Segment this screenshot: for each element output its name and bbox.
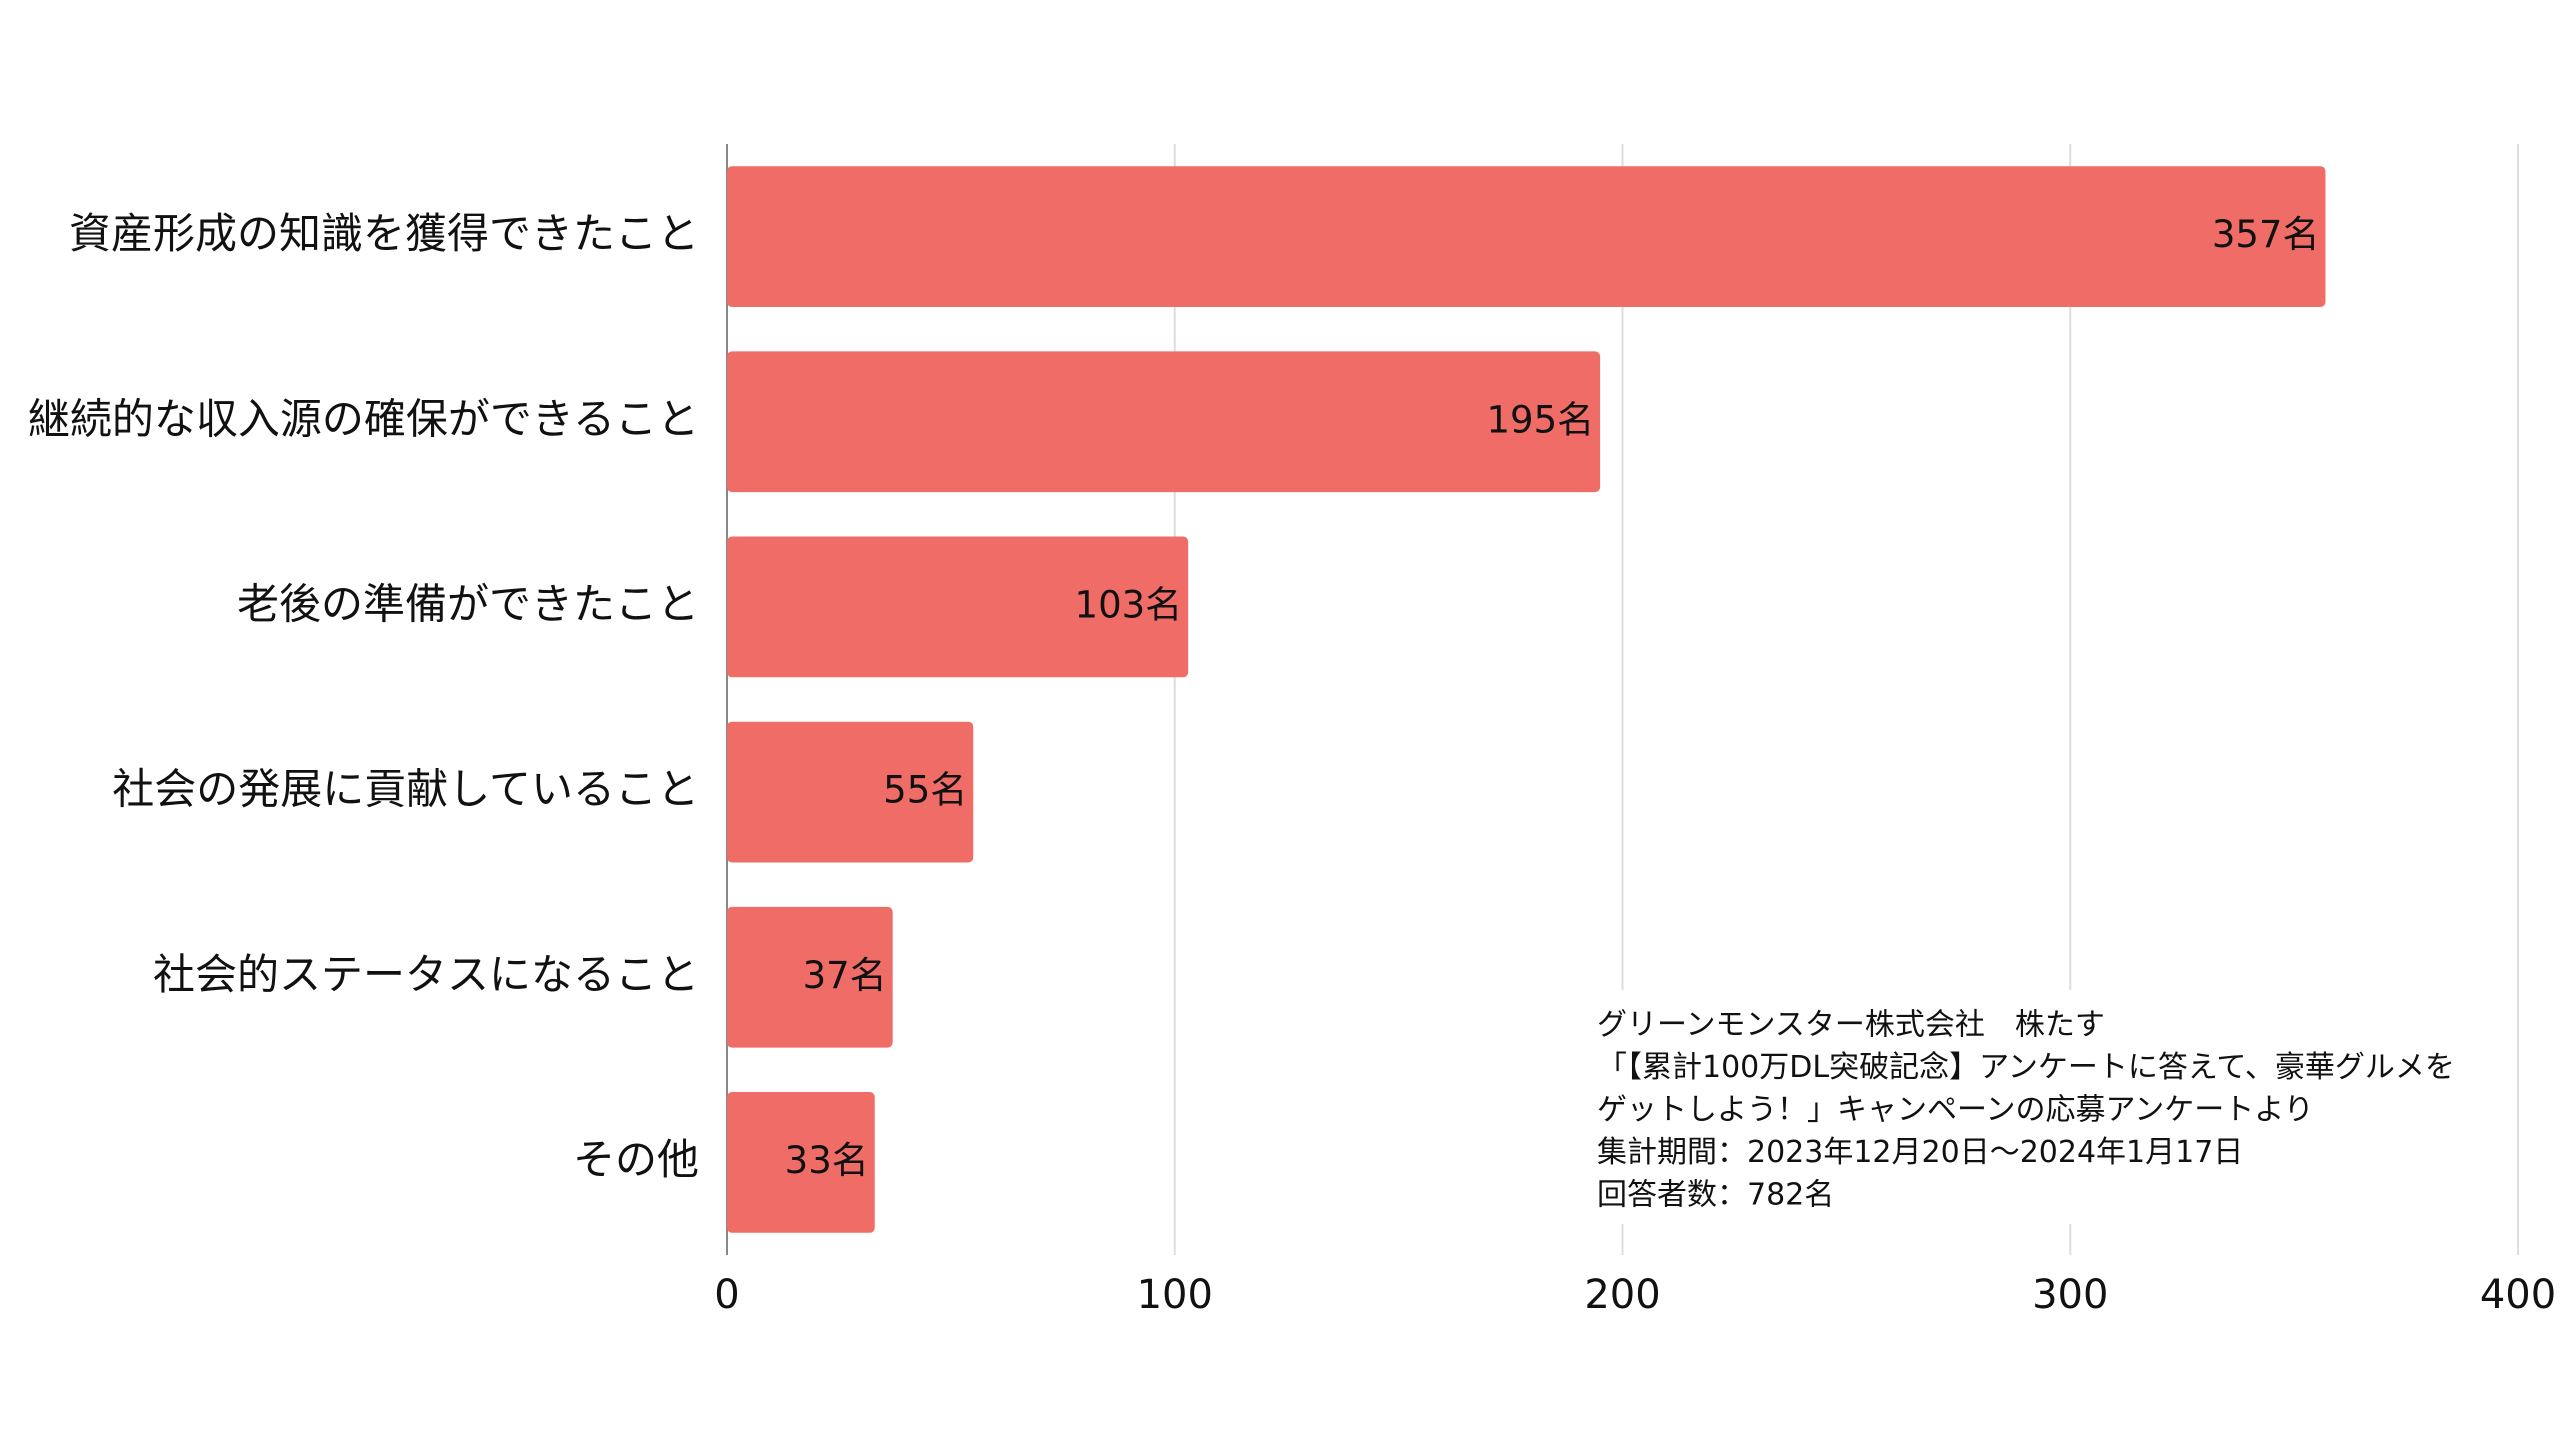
- value-label: 357名: [2212, 213, 2320, 256]
- annotation-line: 集計期間：2023年12月20日〜2024年1月17日: [1597, 1135, 2243, 1170]
- y-tick-label: 社会的ステータスになること: [153, 950, 699, 999]
- annotation-line: ゲットしよう！」キャンペーンの応募アンケートより: [1597, 1093, 2314, 1128]
- bar: [727, 721, 974, 863]
- bar: [727, 351, 1601, 493]
- y-tick-label: 資産形成の知識を獲得できたこと: [69, 209, 699, 258]
- x-tick-label: 0: [714, 1272, 739, 1318]
- annotation-line: グリーンモンスター株式会社 株たす: [1597, 1008, 2105, 1043]
- bar: [727, 536, 1189, 678]
- bar: [727, 1092, 875, 1233]
- y-tick-label: 社会の発展に貢献していること: [112, 765, 699, 814]
- value-label: 37名: [803, 954, 887, 997]
- y-tick-label: 老後の準備ができたこと: [237, 579, 699, 628]
- y-tick-label: その他: [573, 1135, 699, 1184]
- bar: [727, 906, 893, 1048]
- value-label: 195名: [1486, 398, 1594, 441]
- value-label: 103名: [1075, 583, 1183, 626]
- x-tick-label: 100: [1137, 1272, 1213, 1318]
- annotation-line: 回答者数：782名: [1597, 1178, 1834, 1213]
- y-tick-label: 継続的な収入源の確保ができること: [28, 394, 699, 443]
- value-label: 33名: [785, 1139, 869, 1182]
- annotation-line: 「【累計100万DL突破記念】アンケートに答えて、豪華グルメを: [1597, 1050, 2455, 1085]
- x-tick-label: 200: [1584, 1272, 1660, 1318]
- bar: [727, 166, 2326, 307]
- x-tick-label: 300: [2032, 1272, 2108, 1318]
- annotation-box: [1576, 990, 2507, 1224]
- x-tick-label: 400: [2480, 1272, 2556, 1318]
- value-label: 55名: [883, 769, 967, 812]
